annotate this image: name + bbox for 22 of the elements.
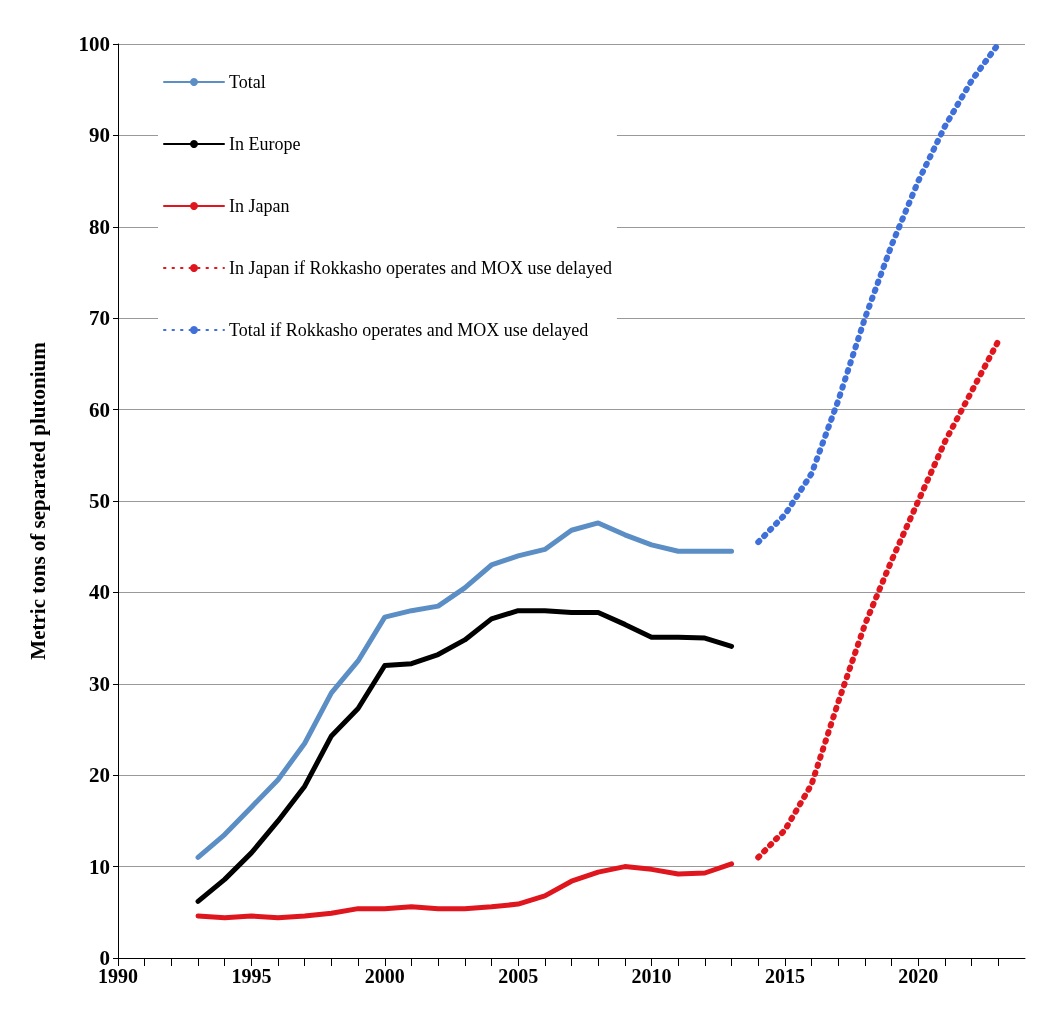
y-tick-label: 30 — [89, 671, 110, 696]
y-tick-label: 40 — [89, 580, 110, 605]
y-tick-label: 20 — [89, 763, 110, 788]
y-tick-label: 10 — [89, 854, 110, 879]
y-tick-label: 90 — [89, 123, 110, 148]
legend-label: In Japan if Rokkasho operates and MOX use delayed — [229, 258, 612, 278]
x-tick-label: 2015 — [764, 965, 805, 987]
x-tick-label: 2000 — [364, 965, 405, 987]
x-tick-label: 1995 — [231, 965, 272, 987]
y-tick-label: 60 — [89, 397, 110, 422]
x-tick-label: 2020 — [898, 965, 939, 987]
legend-label: In Europe — [229, 134, 301, 154]
y-tick-label: 70 — [89, 306, 110, 331]
y-tick-label: 50 — [89, 489, 110, 513]
x-tick-label: 2010 — [631, 965, 672, 987]
legend-label: Total — [229, 72, 266, 92]
y-tick-label: 80 — [89, 214, 110, 239]
y-tick-label: 100 — [78, 32, 110, 56]
y-axis-title: Metric tons of separated plutonium — [25, 341, 50, 660]
legend-label: Total if Rokkasho operates and MOX use delayed — [229, 320, 589, 340]
x-tick-label: 2005 — [498, 965, 539, 987]
legend-label: In Japan — [229, 196, 290, 216]
